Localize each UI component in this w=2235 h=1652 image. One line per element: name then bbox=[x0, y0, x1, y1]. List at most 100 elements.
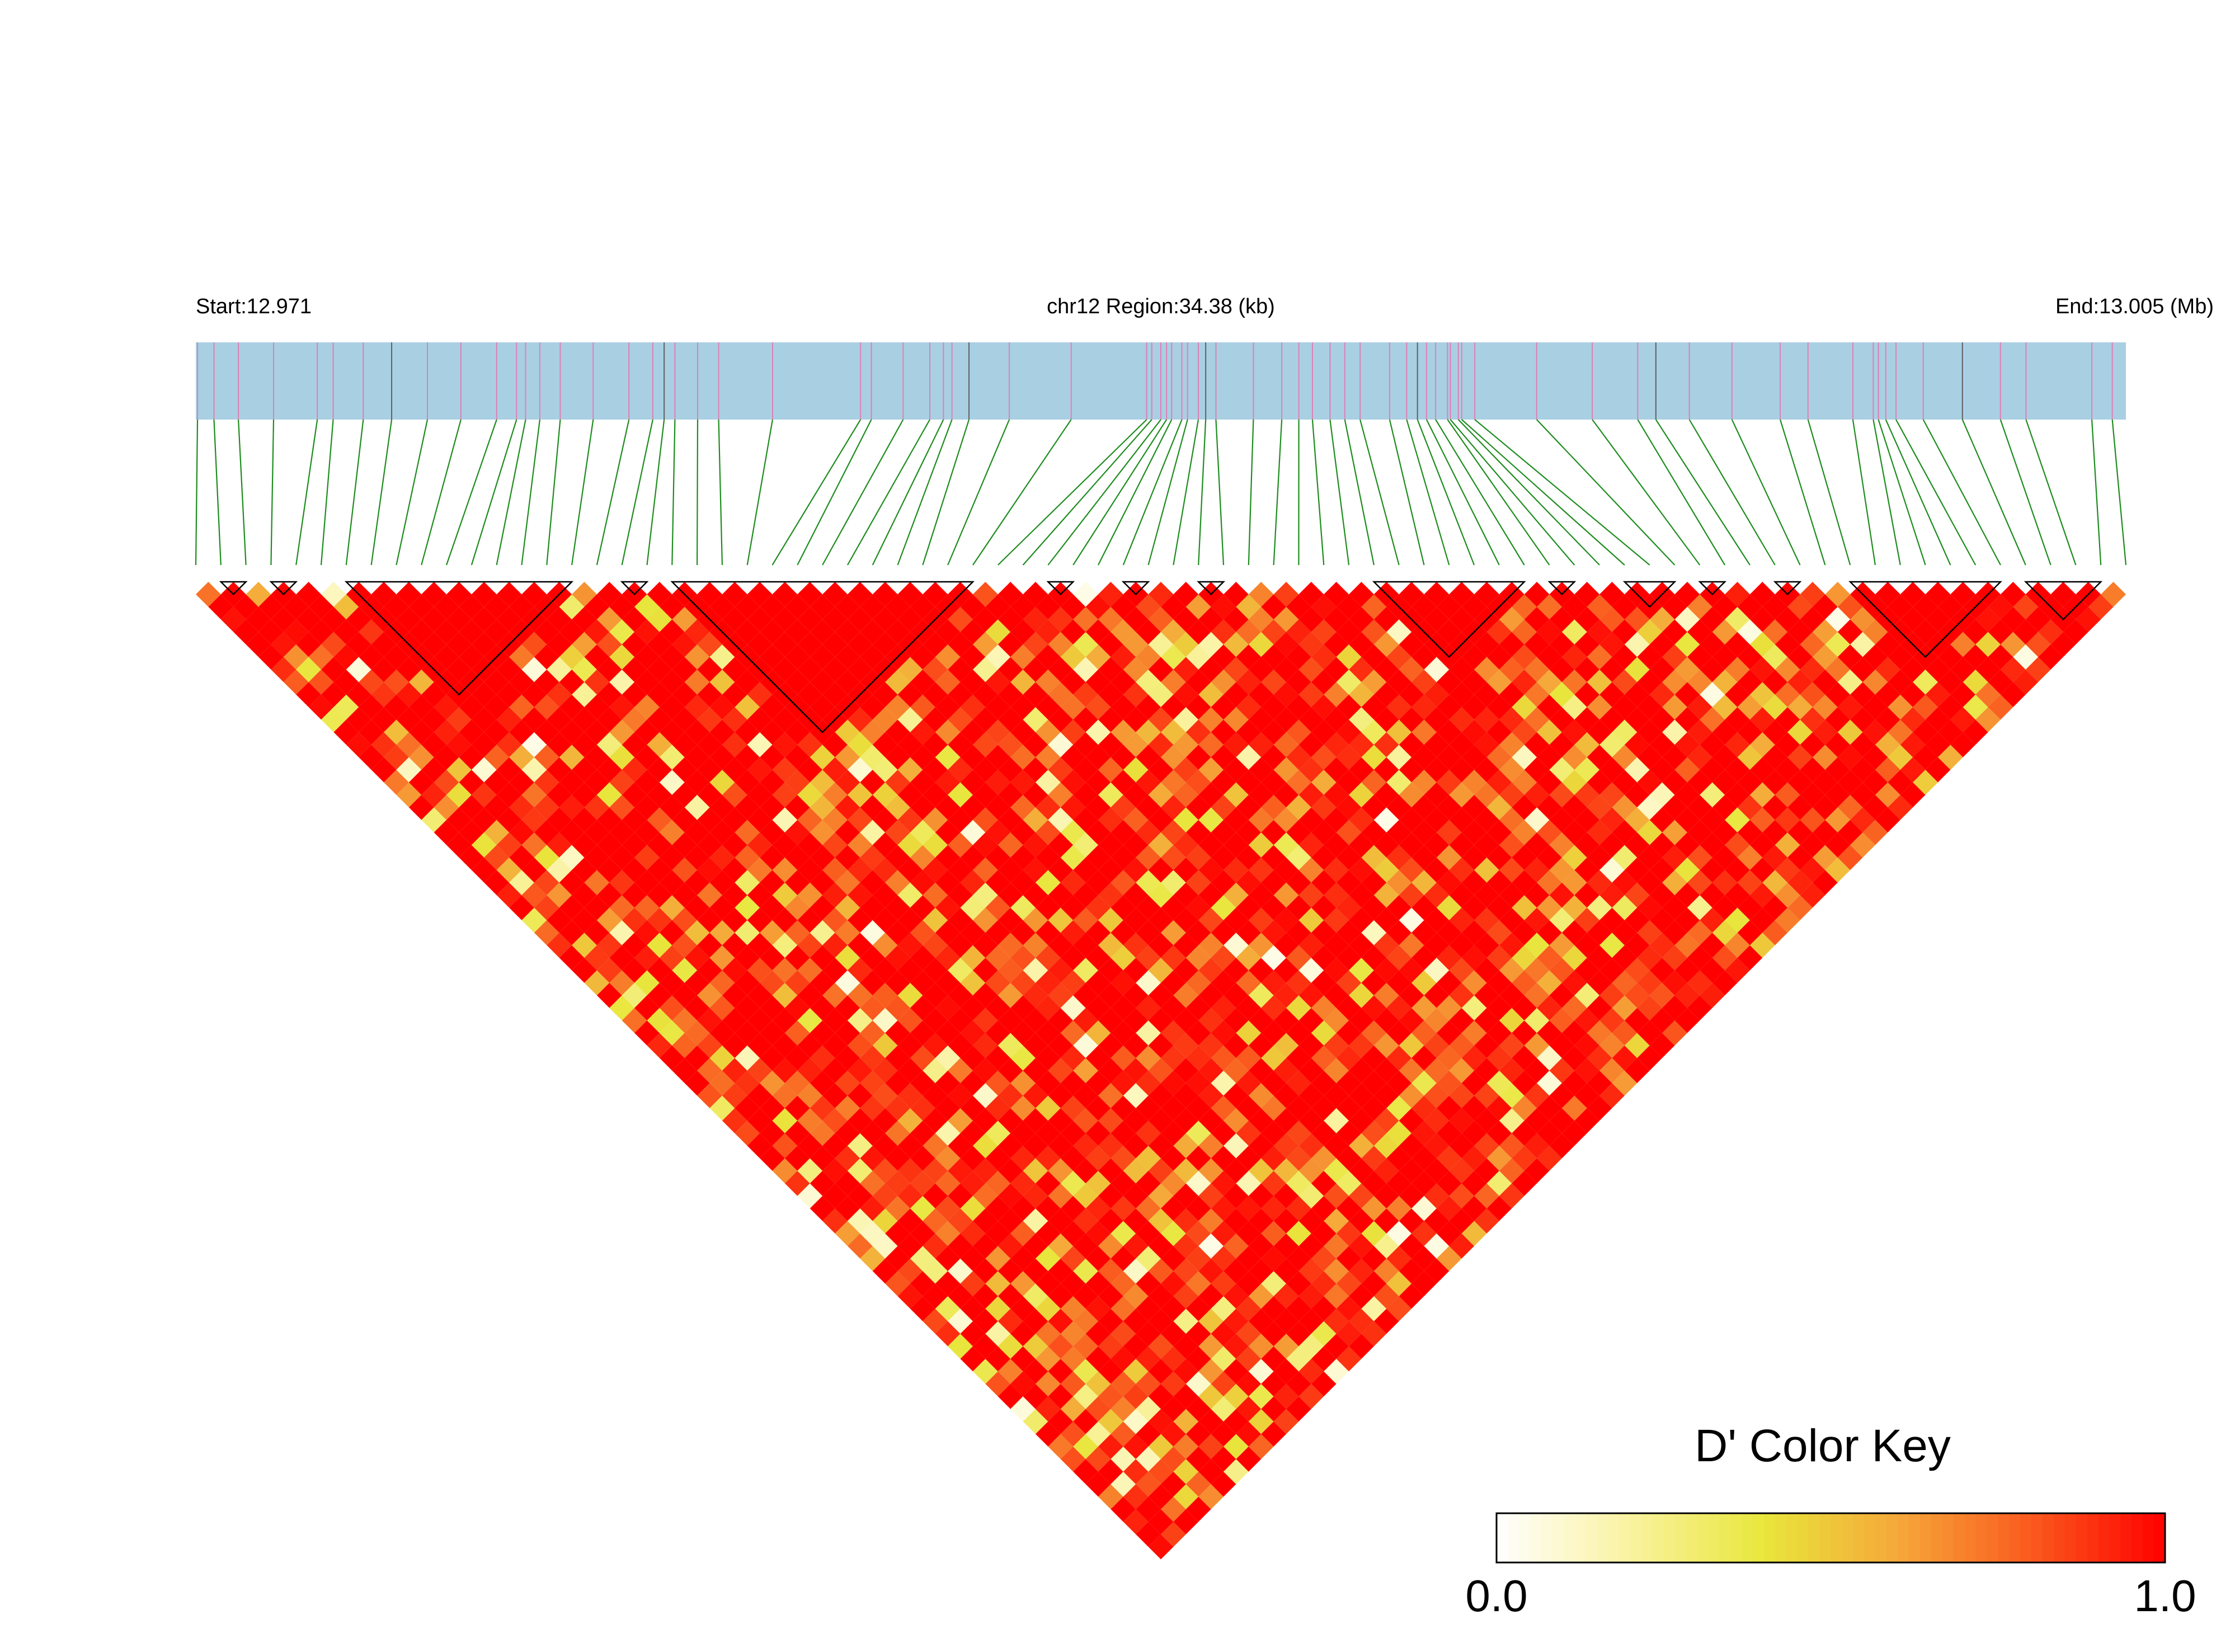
ld-cell bbox=[1361, 1121, 1387, 1146]
legend-color-swatch bbox=[1964, 1513, 1977, 1562]
ld-cell bbox=[997, 1334, 1023, 1359]
ld-cell bbox=[1236, 1020, 1262, 1046]
ld-cell bbox=[1261, 845, 1287, 870]
legend-color-swatch bbox=[1998, 1513, 2010, 1562]
ld-cell bbox=[1499, 606, 1524, 632]
haplotype-block bbox=[2024, 581, 2103, 620]
ld-cell bbox=[1449, 1183, 1475, 1209]
ld-cell bbox=[1574, 882, 1600, 908]
ld-cell bbox=[1311, 619, 1337, 645]
ld-cell bbox=[2050, 632, 2076, 657]
ld-cell bbox=[972, 1358, 998, 1384]
ld-cell bbox=[1073, 1459, 1098, 1484]
ld-cell bbox=[1787, 770, 1813, 795]
ld-cell bbox=[1574, 582, 1600, 607]
ld-cell bbox=[1687, 820, 1712, 845]
ld-cell bbox=[1198, 1058, 1224, 1084]
ld-cell bbox=[1311, 669, 1337, 695]
ld-cell bbox=[1549, 1108, 1575, 1133]
ld-cell bbox=[1185, 770, 1211, 795]
snp-connector bbox=[1779, 419, 1826, 566]
ld-cell bbox=[1185, 895, 1211, 920]
snp-connector bbox=[1592, 419, 1701, 566]
haplotype-block bbox=[1547, 581, 1577, 596]
haplotype-block bbox=[1698, 581, 1727, 596]
ld-cell bbox=[1812, 794, 1838, 820]
ld-cell bbox=[1373, 958, 1399, 983]
ld-cell bbox=[1737, 644, 1763, 670]
ld-cell bbox=[2088, 594, 2114, 620]
ld-cell bbox=[1273, 782, 1299, 808]
ld-cell bbox=[1373, 882, 1399, 908]
ld-cell bbox=[1035, 1396, 1061, 1422]
ld-cell bbox=[1236, 794, 1262, 820]
ld-cell bbox=[1123, 1509, 1149, 1535]
ld-cell bbox=[1324, 1283, 1349, 1309]
snp-connector bbox=[1215, 419, 1225, 566]
ld-cell bbox=[1837, 719, 1863, 745]
ld-cell bbox=[1549, 958, 1575, 983]
ld-cell bbox=[1349, 1283, 1374, 1309]
ld-cell bbox=[1236, 920, 1262, 945]
ld-cell bbox=[897, 1108, 923, 1133]
ld-cell bbox=[822, 1133, 848, 1159]
ld-cell bbox=[1261, 1045, 1287, 1071]
ld-cell bbox=[1775, 857, 1800, 883]
ld-cell bbox=[1273, 1008, 1299, 1033]
ld-cell bbox=[1900, 782, 1926, 808]
ld-cell bbox=[1925, 582, 1951, 607]
ld-cell bbox=[1324, 1083, 1349, 1108]
ld-cell bbox=[1787, 895, 1813, 920]
ld-cell bbox=[1311, 1020, 1337, 1046]
ld-cell bbox=[985, 1146, 1011, 1171]
ld-cell bbox=[1800, 882, 1825, 908]
snp-connector bbox=[1173, 419, 1199, 566]
ld-cell bbox=[1311, 945, 1337, 971]
ld-cell bbox=[1261, 995, 1287, 1021]
legend-color-swatch bbox=[1775, 1513, 1787, 1562]
ld-cell bbox=[1612, 1045, 1638, 1071]
ld-cell bbox=[897, 982, 923, 1008]
ld-cell bbox=[1211, 895, 1236, 920]
ld-cell bbox=[1825, 732, 1851, 757]
ld-cell bbox=[1098, 1283, 1123, 1309]
ld-cell bbox=[1700, 958, 1725, 983]
ld-cell bbox=[1336, 1045, 1362, 1071]
ld-cell bbox=[1499, 958, 1524, 983]
ld-cell bbox=[1737, 920, 1763, 945]
ld-cell bbox=[1261, 669, 1287, 695]
snp-connector bbox=[1885, 419, 1951, 566]
ld-cell bbox=[960, 1196, 986, 1221]
ld-cell bbox=[1587, 1020, 1612, 1046]
ld-cell bbox=[1574, 1033, 1600, 1058]
ld-cell bbox=[1248, 1033, 1274, 1058]
ld-cell bbox=[1248, 1058, 1274, 1084]
ld-cell bbox=[1749, 707, 1775, 732]
ld-cell bbox=[1461, 594, 1487, 620]
ld-cell bbox=[1023, 1309, 1048, 1334]
ld-cell bbox=[1273, 657, 1299, 683]
ld-cell bbox=[1224, 882, 1249, 908]
ld-cell bbox=[559, 845, 585, 870]
ld-cell bbox=[1512, 594, 1537, 620]
ld-cell bbox=[1324, 1258, 1349, 1284]
legend-color-swatch bbox=[2009, 1513, 2021, 1562]
ld-cell bbox=[1862, 644, 1888, 670]
ld-cell bbox=[1386, 1146, 1412, 1171]
ld-cell bbox=[1311, 820, 1337, 845]
ld-cell bbox=[1236, 1421, 1262, 1447]
ld-cell bbox=[1148, 882, 1174, 908]
ld-cell bbox=[1248, 782, 1274, 808]
ld-cell bbox=[1273, 1409, 1299, 1434]
ld-cell bbox=[584, 594, 610, 620]
haplotype-blocks bbox=[219, 581, 2103, 733]
ld-cell bbox=[1737, 770, 1763, 795]
ld-cell bbox=[1888, 719, 1913, 745]
ld-cell bbox=[1749, 782, 1775, 808]
ld-cell bbox=[1311, 1045, 1337, 1071]
ld-cell bbox=[1261, 719, 1287, 745]
ld-cell bbox=[1161, 1045, 1186, 1071]
ld-cell bbox=[1123, 1409, 1149, 1434]
ld-cell bbox=[1637, 820, 1663, 845]
snp-connector bbox=[1999, 419, 2052, 566]
